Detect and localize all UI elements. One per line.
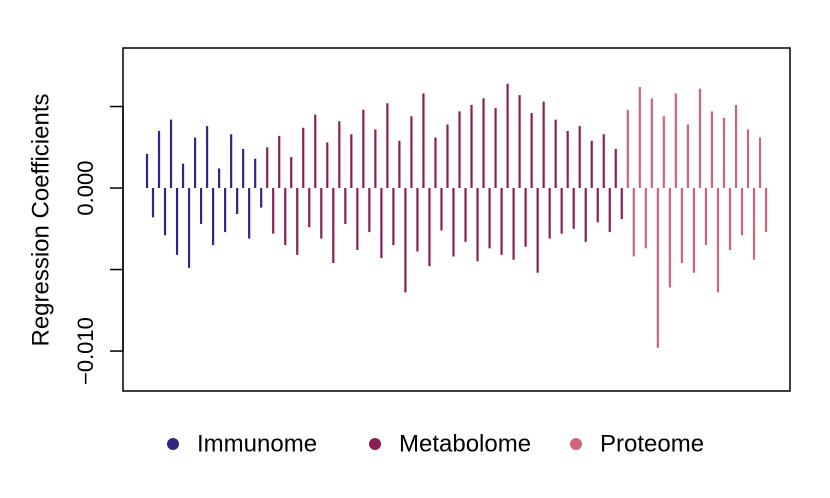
- legend-label: Metabolome: [399, 430, 531, 457]
- y-tick-label: −0.010: [73, 317, 98, 385]
- legend-marker: [167, 438, 179, 450]
- plot-frame: [122, 47, 791, 392]
- legend-marker: [570, 438, 582, 450]
- y-axis-label: Regression Coefficients: [27, 93, 54, 346]
- legend-label: Proteome: [600, 430, 704, 457]
- legend-marker: [369, 438, 381, 450]
- y-tick-label: 0.000: [73, 161, 98, 216]
- legend-label: Immunome: [197, 430, 317, 457]
